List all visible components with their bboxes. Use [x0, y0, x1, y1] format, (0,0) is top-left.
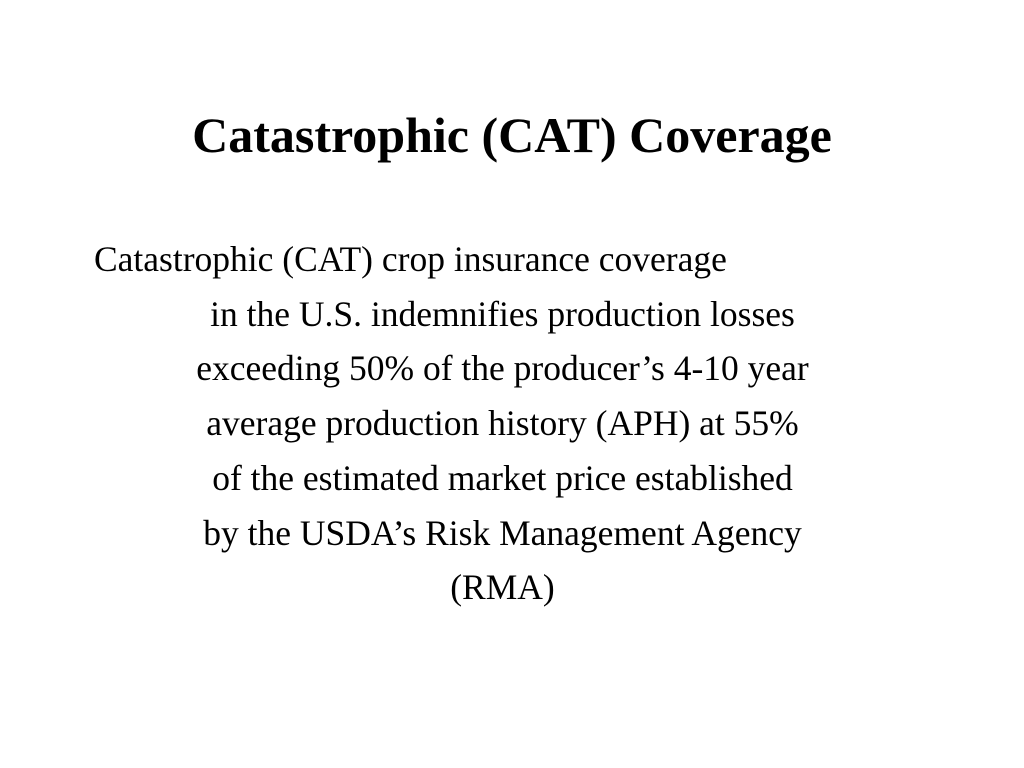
body-line: Catastrophic (CAT) crop insurance covera…: [94, 239, 727, 279]
body-line: exceeding 50% of the producer’s 4-10 yea…: [196, 348, 809, 389]
body-line: (RMA): [450, 567, 555, 608]
slide-body-paragraph: Catastrophic (CAT) crop insurance covera…: [94, 232, 934, 615]
body-line: average production history (APH) at 55%: [206, 403, 799, 444]
body-line: of the estimated market price establishe…: [212, 457, 793, 498]
slide-title: Catastrophic (CAT) Coverage: [192, 107, 832, 163]
body-line: in the U.S. indemnifies production losse…: [210, 293, 795, 334]
body-line: by the USDA’s Risk Management Agency: [203, 512, 802, 553]
